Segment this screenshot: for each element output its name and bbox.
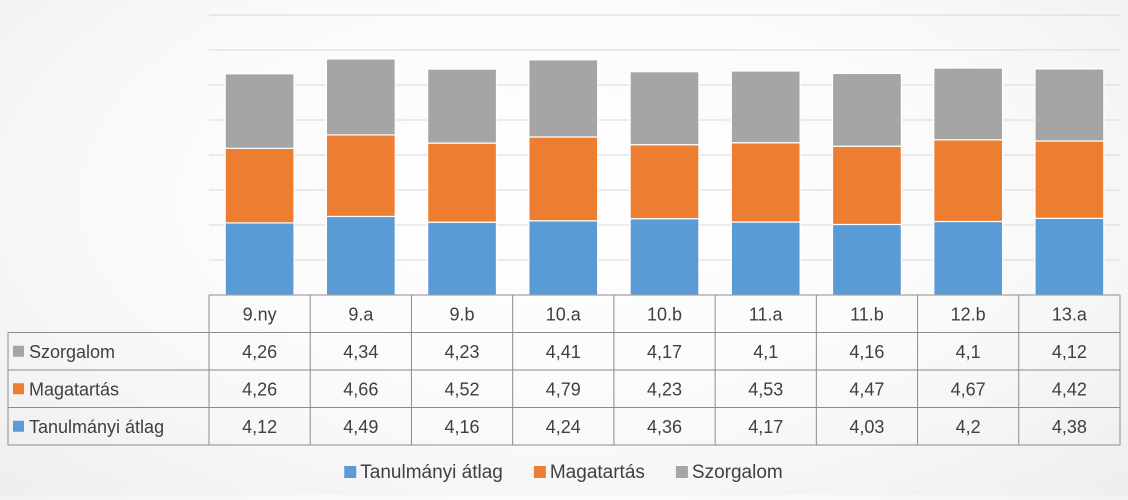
x-tick-label: 9.a bbox=[348, 304, 374, 324]
data-label: 4,26 bbox=[242, 342, 277, 362]
data-label: 4,66 bbox=[343, 379, 378, 399]
bar-szorgalom-8 bbox=[933, 67, 1004, 141]
data-label: 4,38 bbox=[1052, 417, 1087, 437]
bar-magatart-s-5 bbox=[629, 144, 700, 220]
data-label: 4,49 bbox=[343, 417, 378, 437]
data-label: 4,03 bbox=[849, 417, 884, 437]
data-label: 4,26 bbox=[242, 379, 277, 399]
bar-szorgalom-9 bbox=[1034, 68, 1105, 142]
legend-key-swatch bbox=[13, 420, 24, 432]
x-tick-label: 10.a bbox=[546, 304, 582, 324]
table-row-label: Tanulmányi átlag bbox=[29, 417, 164, 437]
data-label: 4,53 bbox=[748, 379, 783, 399]
x-tick-label: 10.b bbox=[647, 304, 682, 324]
bar-magatart-s-8 bbox=[933, 139, 1004, 223]
data-label: 4,16 bbox=[445, 417, 480, 437]
bar-szorgalom-2 bbox=[325, 58, 396, 136]
bar-magatart-s-1 bbox=[224, 147, 295, 224]
bar-magatart-s-7 bbox=[831, 145, 902, 226]
bar-tanulm-nyi-tlag-3 bbox=[427, 221, 498, 296]
legend-key-swatch bbox=[13, 383, 24, 395]
data-label: 4,1 bbox=[956, 342, 981, 362]
legend-label: Magatartás bbox=[550, 462, 645, 483]
data-label: 4,47 bbox=[849, 379, 884, 399]
bar-tanulm-nyi-tlag-4 bbox=[528, 220, 599, 296]
data-label: 4,17 bbox=[647, 342, 682, 362]
table-row-label: Szorgalom bbox=[29, 342, 115, 362]
data-label: 4,23 bbox=[647, 379, 682, 399]
x-tick-label: 9.b bbox=[450, 304, 475, 324]
bar-magatart-s-3 bbox=[427, 142, 498, 223]
data-label: 4,24 bbox=[546, 417, 581, 437]
bar-szorgalom-6 bbox=[730, 70, 801, 144]
bar-tanulm-nyi-tlag-8 bbox=[933, 220, 1004, 296]
data-label: 4,42 bbox=[1052, 379, 1087, 399]
data-label: 4,36 bbox=[647, 417, 682, 437]
legend-swatch-tanulm-nyi-tlag bbox=[344, 466, 357, 478]
data-label: 4,16 bbox=[849, 342, 884, 362]
table-row-label: Magatartás bbox=[29, 379, 119, 399]
legend-key-swatch bbox=[13, 345, 24, 357]
data-label: 4,79 bbox=[546, 379, 581, 399]
bar-tanulm-nyi-tlag-1 bbox=[224, 222, 295, 296]
bar-tanulm-nyi-tlag-5 bbox=[629, 218, 700, 296]
bar-magatart-s-2 bbox=[325, 134, 396, 218]
data-table: 9.ny 9.a 9.b 10.a 10.b 11.a 11.b 12.b 13.a Szorga… bbox=[7, 294, 1121, 446]
legend-label: Tanulmányi átlag bbox=[360, 462, 503, 483]
data-label: 4,12 bbox=[1052, 342, 1087, 362]
legend: Tanulmányi átlag Magatartás Szorgalom bbox=[344, 462, 783, 483]
x-tick-label: 11.b bbox=[850, 304, 884, 324]
bar-tanulm-nyi-tlag-2 bbox=[325, 215, 396, 296]
data-label: 4,34 bbox=[343, 342, 378, 362]
bar-tanulm-nyi-tlag-9 bbox=[1034, 217, 1105, 296]
bar-szorgalom-5 bbox=[629, 71, 700, 146]
legend-swatch-szorgalom bbox=[675, 466, 688, 478]
data-label: 4,41 bbox=[546, 342, 581, 362]
x-tick-label: 11.a bbox=[749, 304, 784, 324]
x-tick-label: 12.b bbox=[951, 304, 986, 324]
bar-magatart-s-6 bbox=[730, 142, 801, 223]
bar-tanulm-nyi-tlag-7 bbox=[831, 223, 902, 296]
bar-szorgalom-7 bbox=[831, 72, 902, 147]
bar-magatart-s-4 bbox=[528, 136, 599, 222]
data-label: 4,17 bbox=[748, 417, 783, 437]
x-tick-label: 13.a bbox=[1052, 304, 1088, 324]
bar-szorgalom-4 bbox=[528, 59, 599, 138]
data-label: 4,23 bbox=[445, 342, 480, 362]
data-label: 4,12 bbox=[242, 417, 277, 437]
data-label: 4,67 bbox=[951, 379, 986, 399]
x-tick-label: 9.ny bbox=[243, 304, 277, 324]
data-label: 4,1 bbox=[753, 342, 778, 362]
bar-magatart-s-9 bbox=[1034, 140, 1105, 219]
bars bbox=[224, 58, 1105, 296]
data-label: 4,52 bbox=[445, 379, 480, 399]
bar-szorgalom-1 bbox=[224, 73, 295, 149]
bar-tanulm-nyi-tlag-6 bbox=[730, 221, 801, 296]
bar-szorgalom-3 bbox=[427, 68, 498, 144]
legend-label: Szorgalom bbox=[692, 462, 783, 483]
data-label: 4,2 bbox=[956, 417, 981, 437]
legend-swatch-magatart-s bbox=[533, 466, 546, 478]
